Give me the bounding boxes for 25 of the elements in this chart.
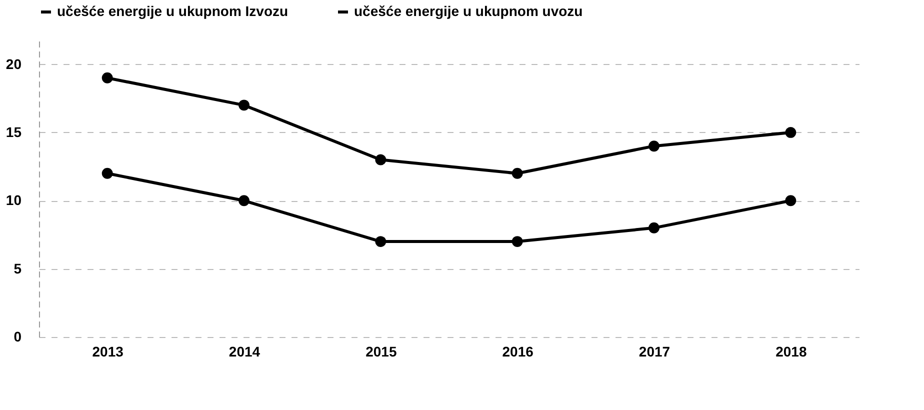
y-tick-label: 10 [6,192,22,208]
legend-label: učešće energije u ukupnom Izvozu [57,3,288,19]
point [512,168,523,179]
x-tick-label: 2018 [776,344,807,360]
point [375,154,386,166]
y-tick-label: 15 [6,124,22,140]
point [102,168,113,179]
point [238,100,250,111]
y-tick-label: 0 [14,328,22,344]
x-tick-label: 2015 [366,344,397,360]
point [648,140,660,152]
x-tick-label: 2016 [502,344,534,360]
point [238,195,250,206]
x-tick-label: 2013 [92,344,124,360]
x-tick-label: 2017 [638,344,670,360]
point [785,126,796,138]
point [785,195,796,206]
x-tick-label: 2014 [228,344,260,360]
y-tick-label: 5 [14,260,22,276]
point [648,222,660,234]
y-tick-label: 20 [6,56,22,72]
point [102,72,113,84]
legend-label: učešće energije u ukupnom uvozu [354,3,583,19]
point [512,236,523,248]
point [375,236,386,248]
